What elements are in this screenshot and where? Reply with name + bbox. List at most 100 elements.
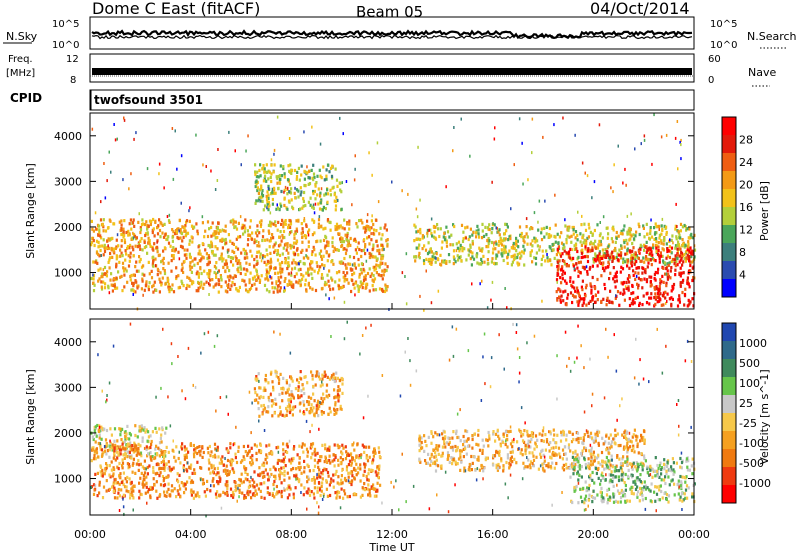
echo-cell (172, 246, 175, 250)
echo-cell (556, 265, 559, 269)
echo-cell (523, 240, 526, 244)
echo-cell (176, 489, 179, 493)
echo-cell (183, 454, 186, 458)
echo-cell (560, 281, 563, 285)
echo-cell (415, 207, 418, 211)
echo-cell (626, 252, 629, 256)
echo-cell (292, 496, 295, 500)
echo-cell (143, 240, 146, 244)
echo-cell (143, 467, 147, 471)
echo-cell (254, 172, 257, 177)
echo-cell (551, 243, 554, 247)
echo-cell (378, 251, 381, 256)
echo-cell (97, 252, 100, 257)
echo-cell (355, 222, 358, 226)
echo-cell (164, 465, 167, 469)
echo-cell (688, 285, 691, 289)
echo-cell (690, 255, 693, 259)
echo-cell (496, 464, 499, 469)
echo-cell (122, 493, 125, 497)
echo-cell (587, 457, 590, 461)
echo-cell (190, 488, 193, 492)
echo-cell (685, 256, 688, 260)
echo-cell (244, 218, 247, 222)
echo-cell (373, 265, 376, 269)
echo-cell (245, 268, 248, 272)
echo-cell (257, 199, 259, 203)
echo-cell (466, 429, 469, 434)
echo-cell (657, 245, 660, 249)
echo-cell (110, 170, 112, 174)
echo-cell (386, 285, 389, 289)
echo-cell (290, 271, 293, 275)
echo-cell (581, 248, 584, 252)
echo-cell (526, 242, 529, 246)
echo-cell (450, 233, 453, 237)
echo-cell (297, 394, 300, 398)
echo-cell (370, 238, 373, 242)
echo-cell (434, 431, 437, 435)
echo-cell (635, 230, 638, 234)
echo-cell (196, 491, 199, 495)
echo-cell (585, 239, 588, 243)
echo-cell (478, 246, 481, 250)
echo-cell (546, 253, 548, 256)
echo-cell (312, 163, 315, 167)
echo-cell (501, 254, 504, 258)
echo-cell (248, 288, 251, 292)
echo-cell (451, 243, 455, 247)
echo-cell (434, 447, 437, 451)
echo-cell (170, 269, 173, 273)
echo-cell (527, 439, 530, 443)
echo-cell (572, 264, 575, 268)
echo-cell (284, 222, 287, 226)
echo-cell (615, 230, 618, 235)
echo-cell (325, 394, 328, 398)
echo-cell (334, 225, 337, 229)
echo-cell (494, 439, 497, 443)
echo-cell (323, 397, 326, 401)
echo-cell (586, 270, 589, 274)
echo-cell (303, 183, 306, 188)
echo-cell (303, 217, 306, 220)
echo-cell (428, 257, 431, 262)
echo-cell (462, 447, 465, 451)
echo-cell (571, 225, 574, 230)
echo-cell (255, 483, 259, 487)
echo-cell (243, 230, 246, 234)
echo-cell (336, 248, 339, 252)
echo-cell (152, 469, 155, 473)
echo-cell (508, 249, 511, 253)
echo-cell (143, 459, 146, 463)
echo-cell (179, 487, 182, 491)
echo-cell (502, 434, 505, 438)
echo-cell (332, 479, 335, 483)
echo-cell (492, 222, 494, 225)
echo-cell (332, 249, 335, 253)
freq-strip: Freq. [MHz] 12 8 60 0 Nave (6, 53, 776, 87)
echo-cell (329, 410, 332, 414)
echo-cell (495, 463, 498, 467)
echo-cell (317, 399, 320, 403)
echo-cell (512, 258, 516, 262)
echo-cell (428, 250, 431, 254)
echo-cell (235, 257, 238, 261)
echo-cell (637, 276, 640, 280)
echo-cell (100, 280, 103, 284)
echo-cell (643, 260, 646, 264)
echo-cell (429, 457, 432, 461)
echo-cell (460, 460, 463, 464)
echo-cell (118, 475, 121, 479)
echo-cell (341, 285, 344, 289)
echo-cell (189, 267, 192, 272)
echo-cell (101, 272, 104, 276)
echo-cell (241, 278, 244, 282)
echo-cell (210, 225, 213, 230)
echo-cell (305, 490, 308, 494)
echo-cell (619, 256, 622, 260)
echo-cell (585, 265, 588, 269)
echo-cell (541, 466, 545, 470)
echo-cell (605, 298, 609, 302)
echo-cell (134, 244, 137, 248)
echo-cell (476, 261, 479, 265)
